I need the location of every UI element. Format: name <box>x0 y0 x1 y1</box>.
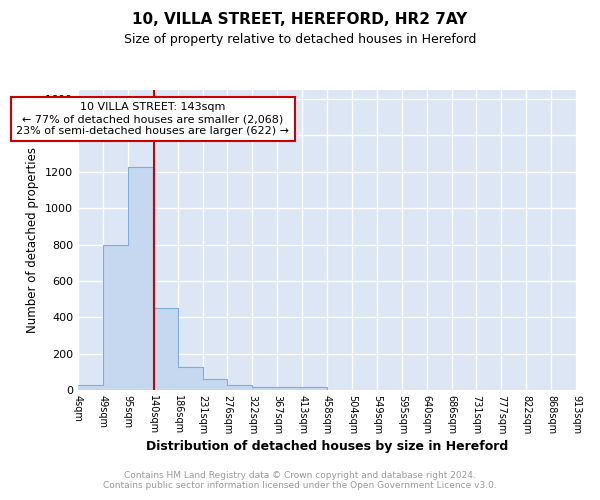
Text: Contains HM Land Registry data © Crown copyright and database right 2024.
Contai: Contains HM Land Registry data © Crown c… <box>103 470 497 490</box>
Text: 10, VILLA STREET, HEREFORD, HR2 7AY: 10, VILLA STREET, HEREFORD, HR2 7AY <box>133 12 467 28</box>
X-axis label: Distribution of detached houses by size in Hereford: Distribution of detached houses by size … <box>146 440 508 453</box>
Y-axis label: Number of detached properties: Number of detached properties <box>26 147 40 333</box>
Text: 10 VILLA STREET: 143sqm
← 77% of detached houses are smaller (2,068)
23% of semi: 10 VILLA STREET: 143sqm ← 77% of detache… <box>16 102 289 136</box>
Text: Size of property relative to detached houses in Hereford: Size of property relative to detached ho… <box>124 32 476 46</box>
